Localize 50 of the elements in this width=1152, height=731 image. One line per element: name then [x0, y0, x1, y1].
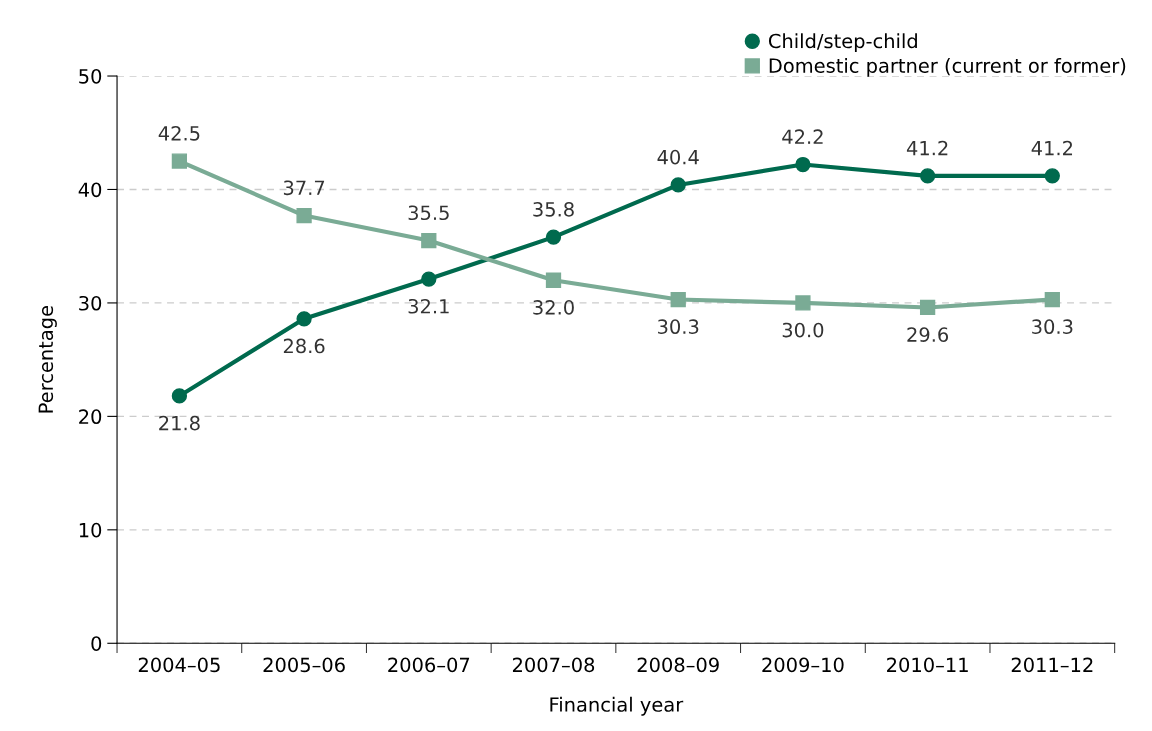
- point: [421, 232, 437, 249]
- point: [795, 295, 811, 311]
- data-label: 42.2: [782, 129, 823, 144]
- y-tick-label: 20: [79, 409, 102, 425]
- data-label: 40.4: [657, 149, 699, 165]
- point: [795, 156, 811, 173]
- data-label: 28.6: [283, 338, 325, 354]
- point: [171, 153, 188, 169]
- point: [296, 311, 312, 327]
- point: [545, 229, 562, 245]
- point: [296, 207, 312, 224]
- data-label: 35.8: [533, 201, 574, 217]
- x-tick-label: 2006–07: [388, 657, 470, 673]
- x-tick-label: 2009–10: [762, 657, 844, 673]
- point: [670, 177, 686, 193]
- data-label: 37.7: [283, 180, 325, 196]
- data-label: 35.5: [408, 205, 449, 221]
- x-tick-label: 2010–11: [887, 657, 968, 673]
- x-axis-title: Financial year: [550, 696, 684, 716]
- point: [670, 291, 686, 308]
- x-tick-label: 2005–06: [263, 657, 345, 673]
- point: [919, 299, 936, 316]
- y-axis-title: Percentage: [38, 306, 57, 413]
- data-label: 32.0: [533, 300, 574, 315]
- y-tick-label: 10: [79, 522, 102, 538]
- point: [1044, 168, 1060, 184]
- point: [171, 388, 188, 404]
- point: [421, 271, 437, 287]
- y-tick-label: 50: [79, 68, 102, 84]
- x-tick-label: 2011–12: [1011, 657, 1093, 673]
- x-tick-label: 2008–09: [637, 657, 719, 673]
- data-label: 29.6: [907, 327, 949, 342]
- point: [919, 168, 936, 184]
- y-tick-label: 30: [79, 295, 102, 311]
- y-tick-label: 0: [91, 636, 102, 651]
- x-tick-label: 2004–05: [138, 657, 220, 673]
- legend-label: Child/step-child: [768, 33, 917, 53]
- data-label: 41.2: [906, 140, 948, 156]
- data-label: 30.0: [782, 322, 824, 338]
- data-label: 30.3: [1032, 319, 1073, 335]
- legend-label: Domestic partner (current or former): [769, 57, 1126, 77]
- point: [545, 272, 562, 288]
- data-label: 42.5: [158, 125, 200, 141]
- data-label: 30.3: [658, 319, 699, 335]
- data-label: 21.8: [159, 415, 200, 431]
- point: [1044, 291, 1060, 308]
- y-tick-label: 40: [78, 182, 102, 198]
- data-label: 41.2: [1031, 140, 1073, 156]
- data-label: 32.1: [408, 298, 449, 314]
- x-tick-label: 2007–08: [512, 657, 595, 673]
